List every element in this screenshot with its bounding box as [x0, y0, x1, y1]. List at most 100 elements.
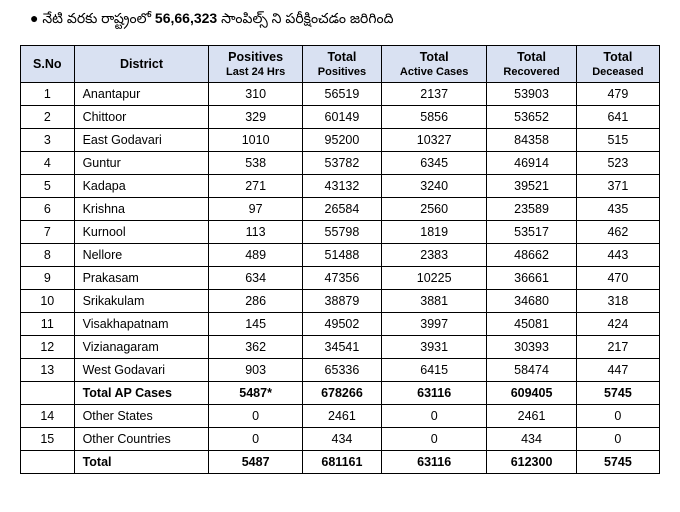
cell: Srikakulam	[74, 290, 209, 313]
cell: 53517	[487, 221, 576, 244]
cell	[21, 451, 75, 474]
header-recovered: TotalRecovered	[487, 46, 576, 83]
cell: 53782	[302, 152, 381, 175]
cell: 3	[21, 129, 75, 152]
cell: 217	[576, 336, 659, 359]
cell: Total AP Cases	[74, 382, 209, 405]
cell: Kurnool	[74, 221, 209, 244]
cell: Vizianagaram	[74, 336, 209, 359]
table-row: 14Other States02461024610	[21, 405, 660, 428]
cell: Guntur	[74, 152, 209, 175]
cell: 5487*	[209, 382, 302, 405]
cell: 5487	[209, 451, 302, 474]
cell: 48662	[487, 244, 576, 267]
table-row: 9Prakasam634473561022536661470	[21, 267, 660, 290]
cell: 2137	[382, 83, 487, 106]
cell: 0	[209, 428, 302, 451]
cell: 11	[21, 313, 75, 336]
cell: 318	[576, 290, 659, 313]
cell: 362	[209, 336, 302, 359]
cell: 9	[21, 267, 75, 290]
cell: 3881	[382, 290, 487, 313]
header-deceased: TotalDeceased	[576, 46, 659, 83]
cell: 2560	[382, 198, 487, 221]
table-row: 10Srikakulam28638879388134680318	[21, 290, 660, 313]
cell: 23589	[487, 198, 576, 221]
cell: 641	[576, 106, 659, 129]
cell: 30393	[487, 336, 576, 359]
cell: 462	[576, 221, 659, 244]
cell: 95200	[302, 129, 381, 152]
cell: 10	[21, 290, 75, 313]
cell: 1	[21, 83, 75, 106]
cell: 47356	[302, 267, 381, 290]
table-row: 3East Godavari1010952001032784358515	[21, 129, 660, 152]
cell: 612300	[487, 451, 576, 474]
cell: 36661	[487, 267, 576, 290]
cell: 371	[576, 175, 659, 198]
cell: 65336	[302, 359, 381, 382]
table-row: 5Kadapa27143132324039521371	[21, 175, 660, 198]
header-total-positives: TotalPositives	[302, 46, 381, 83]
table-row: 7Kurnool11355798181953517462	[21, 221, 660, 244]
cell: 97	[209, 198, 302, 221]
table-row: 6Krishna9726584256023589435	[21, 198, 660, 221]
cell: 634	[209, 267, 302, 290]
cell: 43132	[302, 175, 381, 198]
cell: 6345	[382, 152, 487, 175]
cell: Prakasam	[74, 267, 209, 290]
cell: 2461	[302, 405, 381, 428]
cell: 63116	[382, 451, 487, 474]
cell: Total	[74, 451, 209, 474]
cell: 609405	[487, 382, 576, 405]
header-sno: S.No	[21, 46, 75, 83]
cell: 489	[209, 244, 302, 267]
cell: 7	[21, 221, 75, 244]
cell: 12	[21, 336, 75, 359]
cell: 681161	[302, 451, 381, 474]
cell: Kadapa	[74, 175, 209, 198]
cell: Nellore	[74, 244, 209, 267]
cell: 0	[576, 405, 659, 428]
cell: 443	[576, 244, 659, 267]
cell: 56519	[302, 83, 381, 106]
bullet-text-2: సాంపిల్స్ ని పరీక్షించడం జరిగింది	[217, 10, 393, 26]
table-row: 8Nellore48951488238348662443	[21, 244, 660, 267]
bullet-bold: 56,66,323	[155, 10, 217, 26]
cell: 60149	[302, 106, 381, 129]
cell: 515	[576, 129, 659, 152]
cell: 10225	[382, 267, 487, 290]
cell: 53652	[487, 106, 576, 129]
cell: 15	[21, 428, 75, 451]
cell: 51488	[302, 244, 381, 267]
cell: 2383	[382, 244, 487, 267]
cell: 0	[576, 428, 659, 451]
header-positives: PositivesLast 24 Hrs	[209, 46, 302, 83]
table-row: 11Visakhapatnam14549502399745081424	[21, 313, 660, 336]
cell: 424	[576, 313, 659, 336]
cell: 286	[209, 290, 302, 313]
cell: 523	[576, 152, 659, 175]
table-row: Total AP Cases5487*678266631166094055745	[21, 382, 660, 405]
cell: 0	[382, 405, 487, 428]
cell: 63116	[382, 382, 487, 405]
cell: 5	[21, 175, 75, 198]
cell: 538	[209, 152, 302, 175]
table-row: 1Anantapur31056519213753903479	[21, 83, 660, 106]
cell: Anantapur	[74, 83, 209, 106]
cell: 5856	[382, 106, 487, 129]
cell: 3931	[382, 336, 487, 359]
cell: 0	[209, 405, 302, 428]
cell: 58474	[487, 359, 576, 382]
cell: 2	[21, 106, 75, 129]
cell: 470	[576, 267, 659, 290]
cell: 1010	[209, 129, 302, 152]
cell: 34680	[487, 290, 576, 313]
cell: Chittoor	[74, 106, 209, 129]
cell: 10327	[382, 129, 487, 152]
header-active: TotalActive Cases	[382, 46, 487, 83]
cell: 6	[21, 198, 75, 221]
cell: 145	[209, 313, 302, 336]
cell: 434	[487, 428, 576, 451]
cell: 5745	[576, 382, 659, 405]
